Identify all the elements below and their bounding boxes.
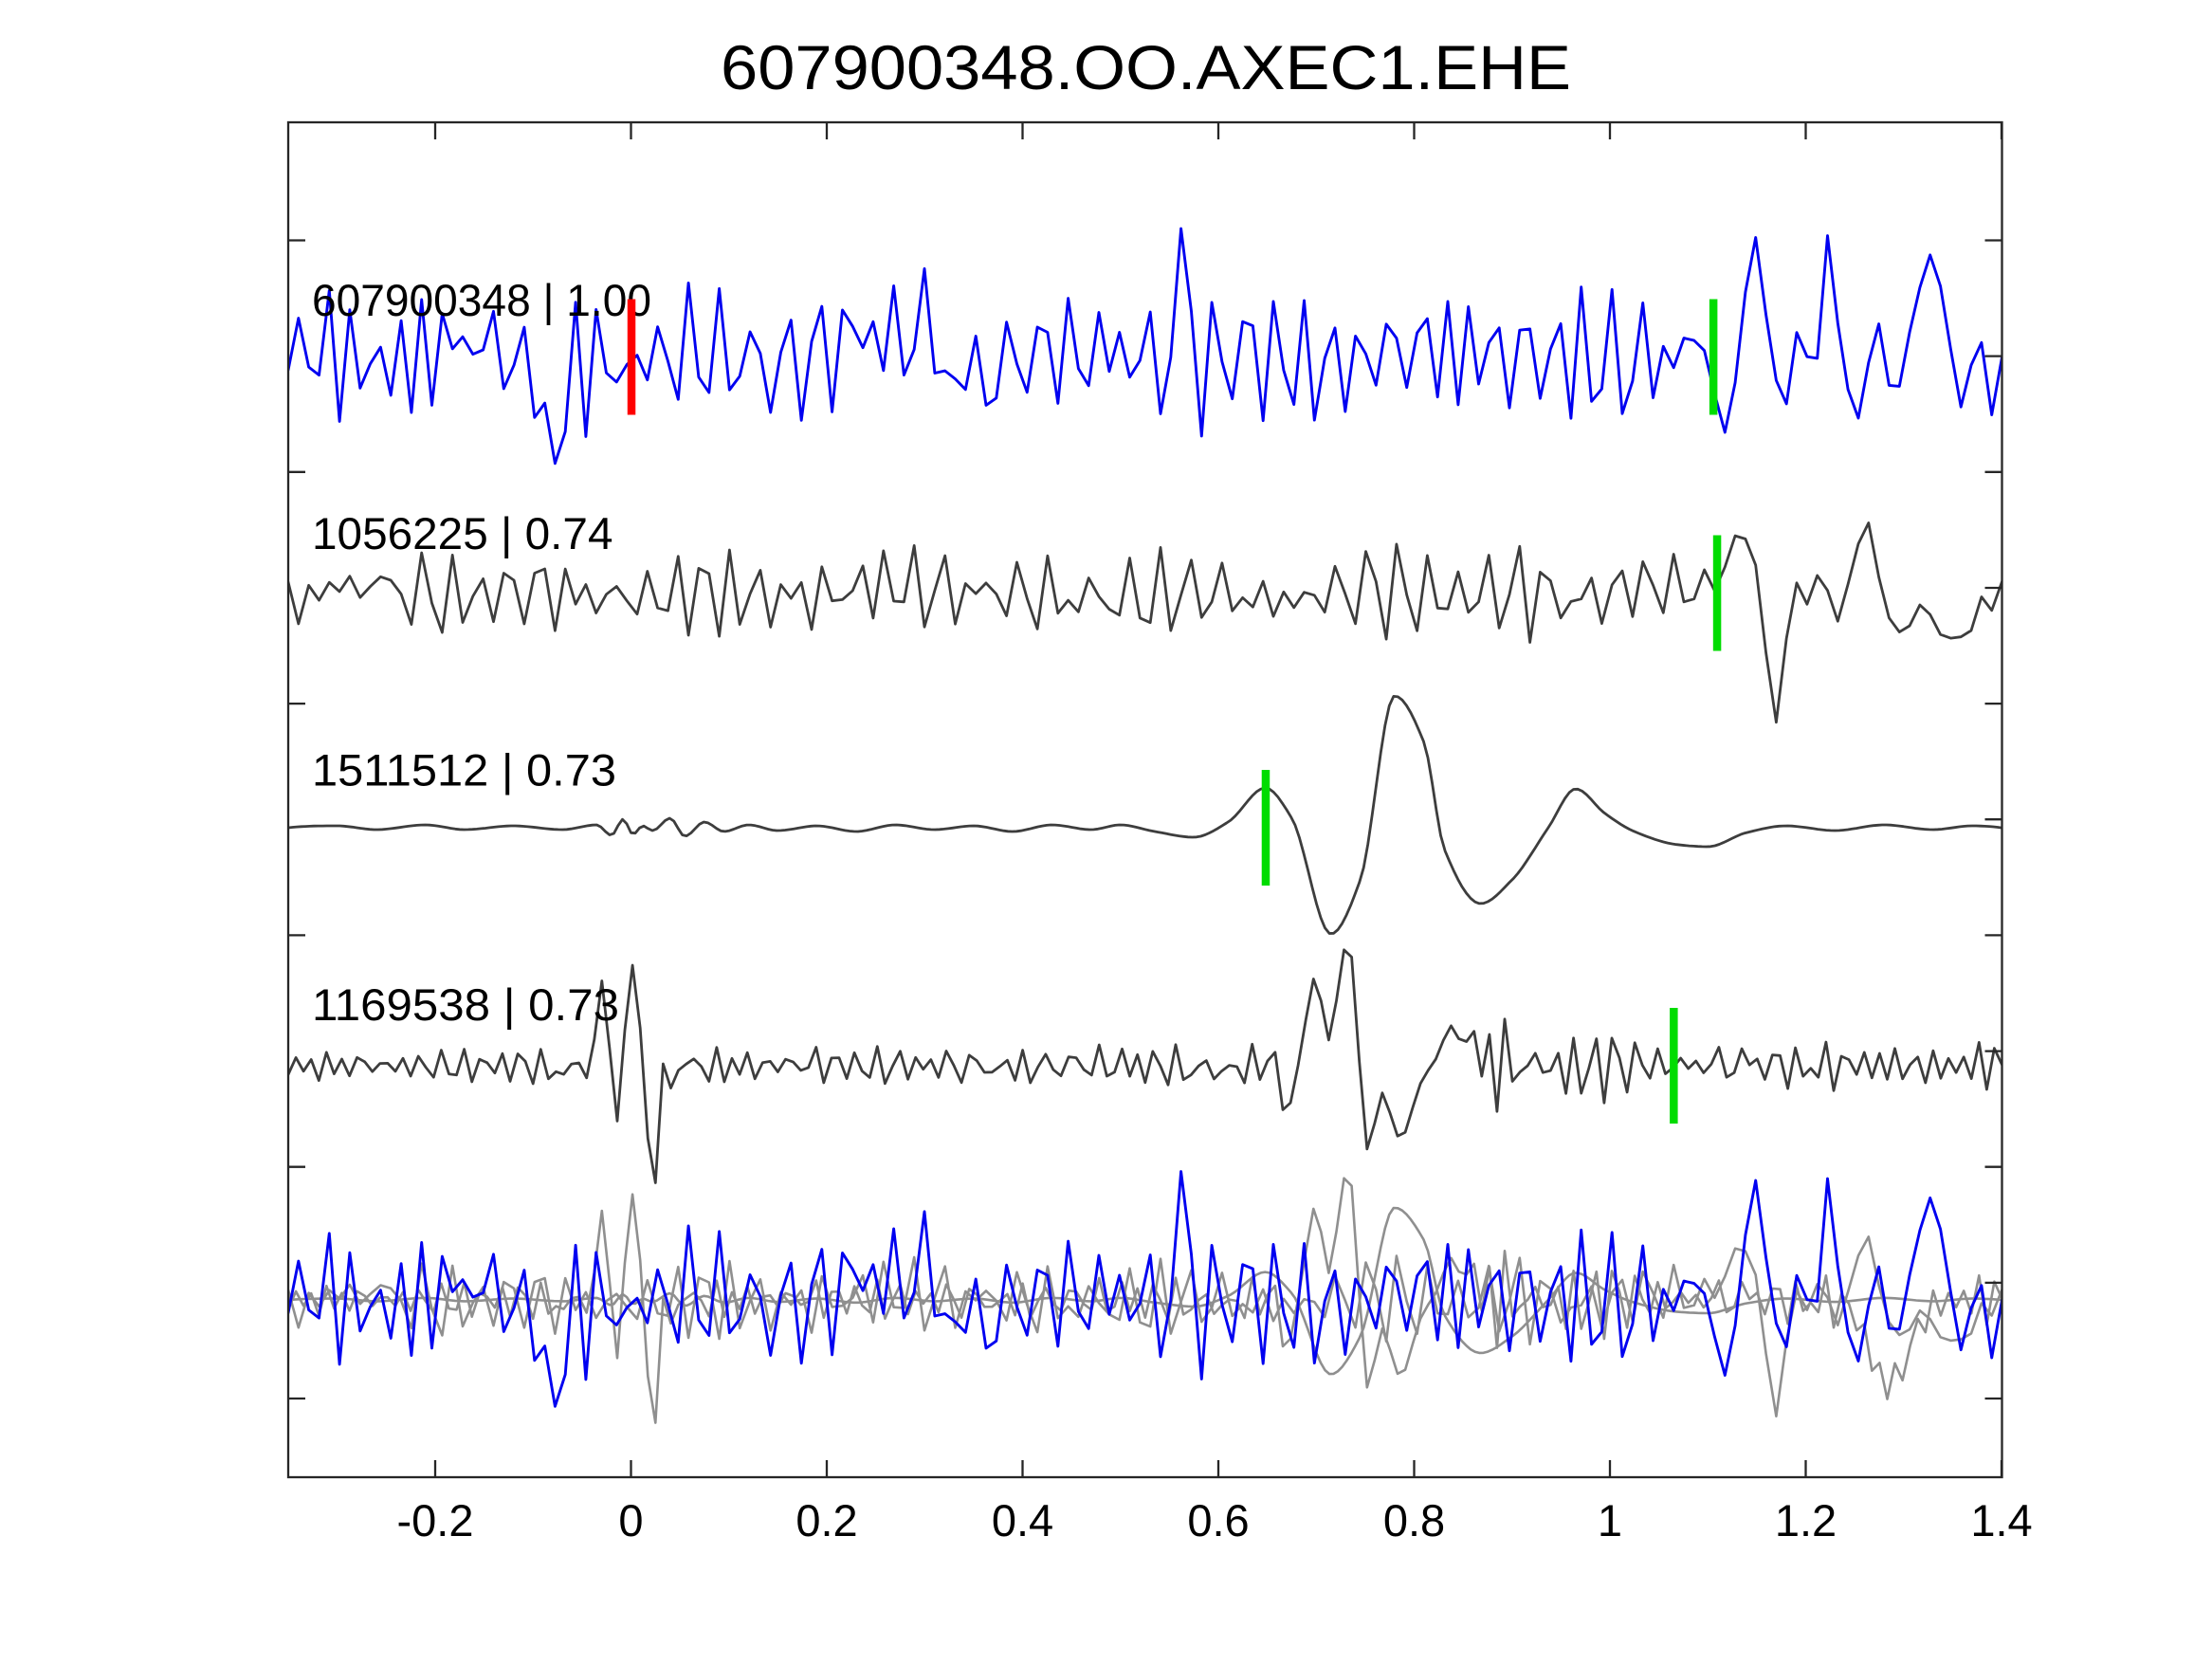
svg-text:-0.2: -0.2 — [397, 1495, 474, 1545]
svg-text:607900348.OO.AXEC1.EHE: 607900348.OO.AXEC1.EHE — [721, 32, 1571, 102]
svg-text:1: 1 — [1598, 1495, 1622, 1545]
svg-text:1.2: 1.2 — [1775, 1495, 1837, 1545]
svg-text:0.4: 0.4 — [992, 1495, 1053, 1545]
svg-text:0: 0 — [618, 1495, 643, 1545]
svg-text:1056225 | 0.74: 1056225 | 0.74 — [312, 508, 613, 558]
svg-text:0.8: 0.8 — [1383, 1495, 1445, 1545]
svg-text:1169538 | 0.73: 1169538 | 0.73 — [312, 979, 619, 1030]
svg-text:1.4: 1.4 — [1970, 1495, 2032, 1545]
svg-text:607900348 | 1.00: 607900348 | 1.00 — [312, 275, 651, 325]
svg-text:1511512 | 0.73: 1511512 | 0.73 — [312, 745, 616, 795]
svg-text:0.2: 0.2 — [795, 1495, 857, 1545]
svg-text:0.6: 0.6 — [1187, 1495, 1249, 1545]
